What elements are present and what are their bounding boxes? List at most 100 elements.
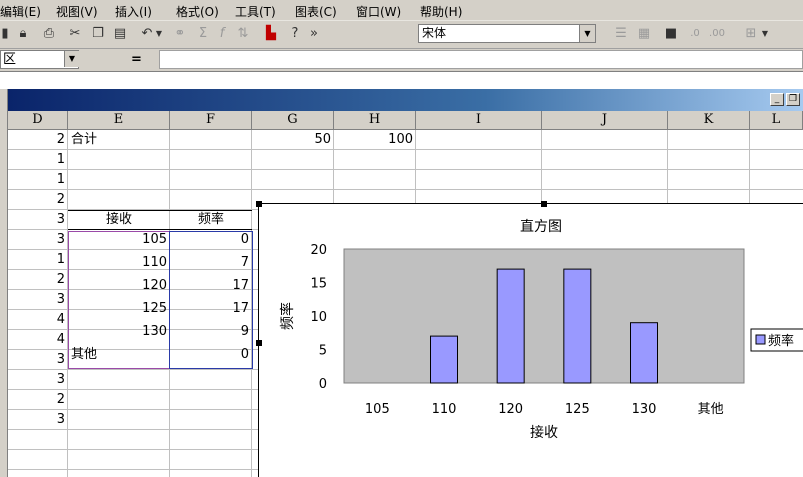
table-cell-freq[interactable]: 0 [240,347,249,362]
restore-icon[interactable]: ❐ [786,93,800,106]
cell-d[interactable]: 3 [56,292,65,307]
legend-swatch [755,334,766,345]
print-icon[interactable]: ⎙ [43,26,55,41]
table-cell-freq[interactable]: 0 [240,232,249,247]
paste-icon[interactable]: ▤ [113,26,127,41]
cell-d[interactable]: 3 [56,412,65,427]
cell-d[interactable]: 1 [56,252,65,267]
chart-wizard-icon[interactable]: ▙ [266,26,276,41]
table-cell-freq[interactable]: 9 [240,324,249,339]
column-header-e[interactable]: E [68,111,170,130]
undo-dropdown-icon[interactable]: ▼ [155,29,163,38]
chevron-down-icon[interactable]: ▼ [64,51,79,67]
cut-icon[interactable]: ✂ [69,26,81,41]
chart-title: 直方图 [520,218,562,235]
chart-area[interactable]: 直方图 0 5 10 15 20 105 110 120 125 130 其他 接收 频率 频率 [256,201,803,477]
table-cell-freq[interactable]: 17 [232,301,249,316]
font-name-value: 宋体 [422,26,447,40]
x-tick-label: 120 [498,402,523,417]
table-cell-bin[interactable]: 125 [142,301,167,316]
more-icon[interactable]: » [310,26,318,41]
column-header-l[interactable]: L [750,111,803,130]
column-header-i[interactable]: I [416,111,542,130]
y-tick-label: 10 [310,310,327,325]
cell-d[interactable]: 2 [56,272,65,287]
help-icon[interactable]: ? [291,26,299,41]
menu-view[interactable]: 视图(V) [56,5,98,19]
hyperlink-icon[interactable]: ⚭ [174,26,186,41]
copy-icon[interactable]: ❐ [92,26,104,41]
autosum-icon[interactable]: Σ [198,26,208,41]
name-box[interactable]: 区 [0,50,79,69]
menu-chart[interactable]: 图表(C) [295,5,337,19]
sum-g-value[interactable]: 50 [314,132,331,147]
table-header-bin[interactable]: 接收 [105,212,132,227]
menu-tools[interactable]: 工具(T) [235,5,276,19]
decimal-decrease-icon[interactable]: .00 [709,28,725,39]
chevron-down-icon[interactable]: ▼ [579,25,595,42]
menu-insert[interactable]: 插入(I) [115,5,152,19]
menu-bar: 编辑(E) 视图(V) 插入(I) 格式(O) 工具(T) 图表(C) 窗口(W… [0,0,803,21]
minimize-icon[interactable]: _ [770,93,784,106]
column-header-j[interactable]: J [542,111,668,130]
chart-handle[interactable] [256,201,262,207]
equals-sign[interactable]: = [131,52,142,67]
decimal-icon[interactable]: .0 [690,28,700,39]
cell-d[interactable]: 2 [56,192,65,207]
align-icon[interactable]: ☰ [615,26,627,41]
toolbar: ▮ 🔒︎ ⎙ ✂ ❐ ▤ ↶ ▼ ⚭ Σ f ⇅ ▙ ? » 宋体 ▼ ☰ ▦ … [0,21,803,49]
table-cell-bin[interactable]: 130 [142,324,167,339]
column-header-f[interactable]: F [170,111,252,130]
histogram-bar [496,268,525,384]
chart-handle[interactable] [256,340,262,346]
menu-help[interactable]: 帮助(H) [420,5,463,19]
plot-area [343,248,745,384]
sum-h-value[interactable]: 100 [388,132,413,147]
x-tick-label: 其他 [698,402,724,417]
sort-icon[interactable]: ⇅ [237,26,249,41]
menu-edit[interactable]: 编辑(E) [0,5,41,19]
table-cell-freq[interactable]: 17 [232,278,249,293]
formula-input[interactable] [159,50,803,69]
font-name-select[interactable]: 宋体 ▼ [418,24,596,43]
cell-d[interactable]: 3 [56,212,65,227]
sum-label[interactable]: 合计 [71,132,98,147]
column-header-g[interactable]: G [252,111,334,130]
cell-d[interactable]: 2 [56,392,65,407]
column-header-k[interactable]: K [668,111,750,130]
menu-window[interactable]: 窗口(W) [356,5,402,19]
histogram-bar [630,322,658,384]
cell-d[interactable]: 3 [56,352,65,367]
chart-handle[interactable] [541,201,547,207]
cell-d[interactable]: 2 [56,132,65,147]
table-cell-bin[interactable]: 120 [142,278,167,293]
cell-d[interactable]: 3 [56,232,65,247]
undo-icon[interactable]: ↶ [141,26,153,41]
table-header-freq[interactable]: 频率 [197,212,224,227]
table-cell-bin[interactable]: 105 [142,232,167,247]
function-icon[interactable]: f [219,26,225,41]
cell-d[interactable]: 3 [56,372,65,387]
column-header-d[interactable]: D [8,111,68,130]
column-header-h[interactable]: H [334,111,416,130]
y-tick-label: 5 [319,344,327,359]
menu-format[interactable]: 格式(O) [176,5,219,19]
cell-d[interactable]: 1 [56,172,65,187]
x-tick-label: 110 [432,402,457,417]
y-tick-label: 20 [310,243,327,258]
table-cell-freq[interactable]: 7 [240,255,249,270]
table-cell-bin[interactable]: 其他 [71,347,98,362]
fill-icon[interactable]: ■ [664,26,678,41]
cell-d[interactable]: 4 [56,332,65,347]
merge-icon[interactable]: ▦ [637,26,651,41]
border-icon[interactable]: ⊞ [745,26,757,41]
workbook-titlebar[interactable]: _ ❐ [8,89,803,111]
table-cell-bin[interactable]: 110 [142,255,167,270]
lock-icon[interactable]: 🔒︎ [19,26,27,41]
border-dropdown-icon[interactable]: ▼ [761,29,769,38]
cell-d[interactable]: 4 [56,312,65,327]
cell-d[interactable]: 1 [56,152,65,167]
save-icon[interactable]: ▮ [1,26,9,41]
